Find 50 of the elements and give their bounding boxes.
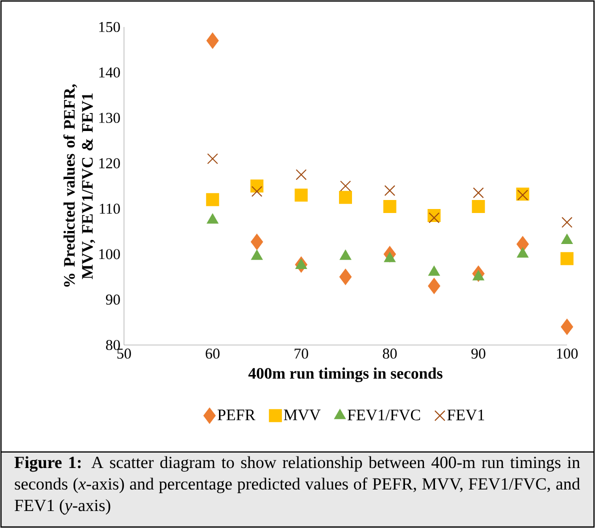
point bbox=[562, 216, 572, 228]
point bbox=[472, 187, 484, 198]
point bbox=[340, 250, 352, 260]
point bbox=[206, 214, 218, 224]
point bbox=[384, 252, 396, 262]
point bbox=[560, 252, 574, 266]
text: Figure 1: A scatter diagram to show relationship between 400-m run timings in seconds (x-axis) and percentage predicted values of PEFR, MVV, FEV1/FVC, and FEV1 (y-axis) bbox=[14, 456, 580, 515]
y-tick-label: 130 bbox=[99, 112, 120, 123]
x-tick-label: 50 bbox=[117, 348, 131, 359]
x-tick-label: 70 bbox=[294, 348, 308, 359]
point bbox=[251, 186, 262, 197]
y-tick-label: 110 bbox=[100, 204, 120, 214]
x-tick-label: 80 bbox=[382, 348, 397, 359]
y-tick-label: 80 bbox=[106, 340, 120, 350]
point bbox=[472, 200, 485, 213]
y-tick-label: 140 bbox=[99, 67, 120, 78]
point bbox=[516, 236, 529, 252]
point bbox=[383, 200, 396, 213]
x-tick-label: 100 bbox=[557, 348, 578, 359]
point bbox=[338, 190, 352, 204]
legend-label: MVV bbox=[284, 410, 321, 420]
point bbox=[384, 185, 396, 196]
x-tick-label: 90 bbox=[471, 348, 486, 359]
point bbox=[206, 193, 220, 206]
legend-label: FEV1 bbox=[447, 410, 484, 420]
x-axis-title: 400m run timings in seconds bbox=[248, 368, 442, 382]
point bbox=[560, 318, 574, 335]
point bbox=[561, 234, 573, 244]
y-tick-label: 100 bbox=[99, 249, 120, 260]
point bbox=[472, 270, 484, 280]
point bbox=[339, 268, 352, 285]
legend-label: FEV1/FVC bbox=[348, 410, 420, 420]
point bbox=[296, 169, 307, 180]
point bbox=[296, 259, 307, 269]
legend-label: PEFR bbox=[218, 410, 256, 420]
point bbox=[206, 32, 219, 49]
x-tick-label: 60 bbox=[206, 348, 220, 359]
point bbox=[517, 248, 528, 258]
y-tick-label: 90 bbox=[106, 294, 120, 305]
y-axis-title: % Predicted values of PEFR, MVV, FEV1/FVC & FEV1 bbox=[63, 84, 96, 287]
point bbox=[251, 250, 263, 260]
point bbox=[340, 180, 351, 192]
point bbox=[428, 278, 440, 294]
point bbox=[207, 153, 218, 164]
point bbox=[428, 212, 440, 224]
y-tick-label: 120 bbox=[99, 158, 120, 168]
point bbox=[250, 234, 264, 250]
point bbox=[428, 266, 440, 276]
point bbox=[294, 188, 308, 202]
y-tick-label: 150 bbox=[99, 22, 120, 32]
